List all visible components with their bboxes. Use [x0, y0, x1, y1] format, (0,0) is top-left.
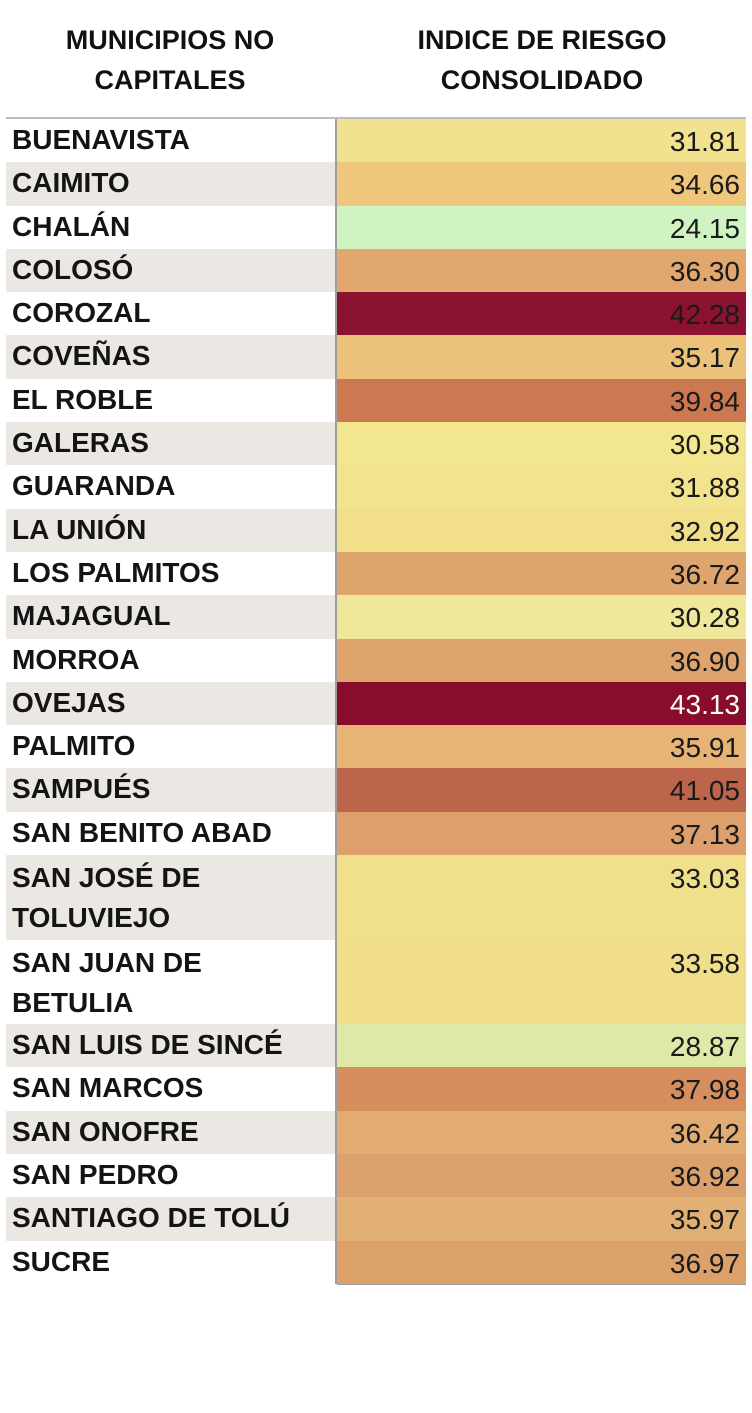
table-row: COVEÑAS 35.17: [6, 335, 746, 379]
table-row: BUENAVISTA 31.81: [6, 119, 746, 163]
risk-index-value: 35.17: [337, 335, 746, 379]
municipio-name: SAN JOSÉ DE TOLUVIEJO: [6, 855, 337, 940]
header-municipios-line2: CAPITALES: [94, 65, 246, 95]
municipio-name: OVEJAS: [6, 681, 337, 726]
table-row: SAN JOSÉ DE TOLUVIEJO 33.03: [6, 855, 746, 940]
table-bottom-rule: [337, 1283, 746, 1285]
risk-index-value: 36.90: [337, 638, 746, 682]
risk-index-value: 32.92: [337, 508, 746, 552]
municipio-name: LA UNIÓN: [6, 508, 337, 552]
municipio-name: BUENAVISTA: [6, 119, 337, 163]
municipio-name: PALMITO: [6, 725, 337, 769]
table-row: SANTIAGO DE TOLÚ 35.97: [6, 1197, 746, 1241]
risk-index-value: 35.91: [337, 725, 746, 769]
risk-index-value: 39.84: [337, 378, 746, 423]
municipio-name: GUARANDA: [6, 465, 337, 509]
table-row: SUCRE 36.97: [6, 1240, 746, 1284]
table-row: EL ROBLE 39.84: [6, 378, 746, 423]
municipio-name: GALERAS: [6, 422, 337, 466]
municipio-name: SAN LUIS DE SINCÉ: [6, 1024, 337, 1068]
table-row: SAN ONOFRE 36.42: [6, 1110, 746, 1154]
municipio-name-line1: SAN JOSÉ DE: [12, 862, 201, 894]
table-row: CHALÁN 24.15: [6, 205, 746, 249]
risk-index-value: 36.42: [337, 1110, 746, 1154]
risk-index-value: 42.28: [337, 292, 746, 336]
municipio-name-line1: SAN JUAN DE: [12, 946, 202, 978]
table-row: SAN JUAN DE BETULIA 33.58: [6, 939, 746, 1025]
table-row: LOS PALMITOS 36.72: [6, 551, 746, 596]
municipio-name: SAN MARCOS: [6, 1067, 337, 1111]
table-row: MORROA 36.90: [6, 638, 746, 682]
risk-index-value: 31.88: [337, 465, 746, 509]
risk-index-value: 31.81: [337, 119, 746, 163]
header-indice: INDICE DE RIESGO CONSOLIDADO: [340, 20, 744, 100]
municipio-name: SAN ONOFRE: [6, 1110, 337, 1154]
municipio-name: EL ROBLE: [6, 378, 337, 423]
municipio-name: SUCRE: [6, 1240, 337, 1284]
risk-index-value: 33.58: [337, 939, 746, 1025]
municipio-name: SAN JUAN DE BETULIA: [6, 939, 337, 1025]
municipio-name: MAJAGUAL: [6, 595, 337, 639]
risk-index-value: 33.03: [337, 855, 746, 940]
municipio-name: CHALÁN: [6, 205, 337, 249]
risk-index-value: 43.13: [337, 681, 746, 726]
municipio-name: LOS PALMITOS: [6, 551, 337, 596]
table-row: LA UNIÓN 32.92: [6, 508, 746, 552]
table-row: COROZAL 42.28: [6, 292, 746, 336]
risk-index-value: 41.05: [337, 768, 746, 812]
municipio-name: SAN PEDRO: [6, 1153, 337, 1198]
municipio-name: SANTIAGO DE TOLÚ: [6, 1197, 337, 1241]
risk-index-value: 36.97: [337, 1240, 746, 1284]
table-header: MUNICIPIOS NO CAPITALES INDICE DE RIESGO…: [0, 0, 752, 117]
table-row: GUARANDA 31.88: [6, 465, 746, 509]
municipio-name: MORROA: [6, 638, 337, 682]
municipio-name: COROZAL: [6, 292, 337, 336]
risk-index-value: 24.15: [337, 205, 746, 249]
header-municipios: MUNICIPIOS NO CAPITALES: [6, 20, 334, 100]
risk-index-value: 30.28: [337, 595, 746, 639]
risk-table: BUENAVISTA 31.81 CAIMITO 34.66 CHALÁN 24.15 CO…: [6, 117, 746, 1285]
risk-index-value: 35.97: [337, 1197, 746, 1241]
table-row: SAN PEDRO 36.92: [6, 1153, 746, 1198]
risk-index-value: 36.92: [337, 1153, 746, 1198]
header-municipios-line1: MUNICIPIOS NO: [65, 25, 275, 55]
risk-index-value: 36.30: [337, 248, 746, 293]
risk-index-value: 36.72: [337, 551, 746, 596]
municipio-name: SAN BENITO ABAD: [6, 811, 337, 856]
table-row: CAIMITO 34.66: [6, 162, 746, 206]
municipio-name: COVEÑAS: [6, 335, 337, 379]
risk-index-value: 34.66: [337, 162, 746, 206]
risk-index-value: 37.98: [337, 1067, 746, 1111]
table-row: SAN BENITO ABAD 37.13: [6, 811, 746, 856]
municipio-name-line2: BETULIA: [12, 986, 134, 1018]
municipio-name: SAMPUÉS: [6, 768, 337, 812]
municipio-name: CAIMITO: [6, 162, 337, 206]
table-row: SAN LUIS DE SINCÉ 28.87: [6, 1024, 746, 1068]
header-indice-line2: CONSOLIDADO: [440, 65, 644, 95]
table-row: GALERAS 30.58: [6, 422, 746, 466]
table-row: SAMPUÉS 41.05: [6, 768, 746, 812]
table-row: PALMITO 35.91: [6, 725, 746, 769]
header-indice-line1: INDICE DE RIESGO: [417, 25, 667, 55]
risk-index-value: 30.58: [337, 422, 746, 466]
table-row: MAJAGUAL 30.28: [6, 595, 746, 639]
table-row: SAN MARCOS 37.98: [6, 1067, 746, 1111]
table-row: COLOSÓ 36.30: [6, 248, 746, 293]
municipio-name: COLOSÓ: [6, 248, 337, 293]
risk-index-value: 28.87: [337, 1024, 746, 1068]
table-row: OVEJAS 43.13: [6, 681, 746, 726]
municipio-name-line2: TOLUVIEJO: [12, 902, 171, 934]
risk-index-value: 37.13: [337, 811, 746, 856]
